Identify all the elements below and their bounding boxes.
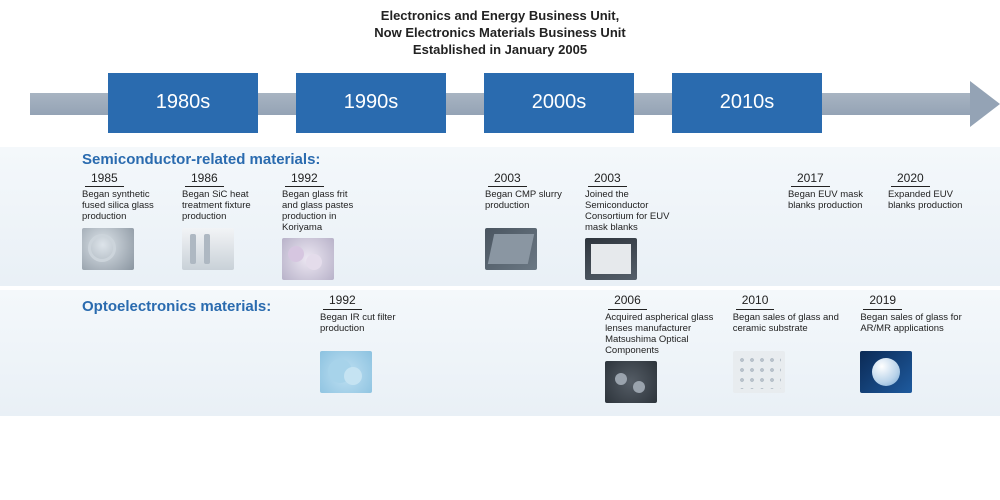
decade-1990s: 1990s: [296, 73, 446, 133]
item-year: 2003: [588, 172, 627, 188]
timeline-item: 1985 Began synthetic fused silica glass p…: [82, 172, 164, 280]
product-thumb-icon: [605, 361, 657, 403]
timeline-item: 2019 Began sales of glass for AR/MR appli…: [860, 294, 970, 402]
item-year: 1985: [85, 172, 124, 188]
timeline-arrow: 1980s 1990s 2000s 2010s: [0, 69, 1000, 139]
header-line1: Electronics and Energy Business Unit,: [0, 8, 1000, 25]
product-thumb-icon: [585, 238, 637, 280]
product-thumb-icon: [733, 351, 785, 393]
optoelectronics-title: Optoelectronics materials:: [82, 298, 271, 315]
optoelectronics-section: Optoelectronics materials: 1992 Began IR …: [0, 290, 1000, 416]
item-year: 2003: [488, 172, 527, 188]
timeline-item: 1986 Began SiC heat treatment fixture pro…: [182, 172, 264, 280]
timeline-item: 2017 Began EUV mask blanks production: [788, 172, 870, 280]
decade-1980s: 1980s: [108, 73, 258, 133]
decade-2000s: 2000s: [484, 73, 634, 133]
item-desc: Began glass frit and glass pastes produc…: [282, 190, 364, 234]
product-thumb-icon: [320, 351, 372, 393]
semiconductor-title: Semiconductor-related materials:: [82, 151, 970, 168]
arrow-head-icon: [970, 81, 1000, 127]
timeline-item: 1992 Began glass frit and glass pastes pr…: [282, 172, 364, 280]
page-header: Electronics and Energy Business Unit, No…: [0, 0, 1000, 65]
timeline-item: 1992 Began IR cut filter production: [320, 294, 404, 402]
header-line3: Established in January 2005: [0, 42, 1000, 59]
product-thumb-icon: [82, 228, 134, 270]
item-desc: Acquired aspherical glass lenses manufac…: [605, 313, 715, 357]
timeline-item: 2020 Expanded EUV blanks production: [888, 172, 970, 280]
item-year: 2020: [891, 172, 930, 188]
item-desc: Began CMP slurry production: [485, 190, 567, 224]
timeline-item: 2003 Joined the Semiconductor Consortium …: [585, 172, 692, 280]
spacer: [382, 172, 467, 280]
item-year: 2017: [791, 172, 830, 188]
item-desc: Began SiC heat treatment fixture product…: [182, 190, 264, 224]
product-thumb-icon: [860, 351, 912, 393]
spacer: [710, 172, 770, 280]
item-year: 1992: [285, 172, 324, 188]
item-desc: Began EUV mask blanks production: [788, 190, 870, 224]
item-year: 2006: [608, 294, 647, 310]
timeline-item: 2003 Began CMP slurry production: [485, 172, 567, 280]
item-desc: Began sales of glass for AR/MR applicati…: [860, 313, 970, 347]
header-line2: Now Electronics Materials Business Unit: [0, 25, 1000, 42]
item-desc: Began synthetic fused silica glass produ…: [82, 190, 164, 224]
timeline-item: 2010 Began sales of glass and ceramic sub…: [733, 294, 843, 402]
semiconductor-section: Semiconductor-related materials: 1985 Beg…: [0, 147, 1000, 286]
item-desc: Joined the Semiconductor Consortium for …: [585, 190, 692, 234]
decade-2010s: 2010s: [672, 73, 822, 133]
item-desc: Began sales of glass and ceramic substra…: [733, 313, 843, 347]
item-year: 1992: [323, 294, 362, 310]
product-thumb-icon: [485, 228, 537, 270]
product-thumb-icon: [182, 228, 234, 270]
timeline-item: 2006 Acquired aspherical glass lenses man…: [605, 294, 715, 402]
item-desc: Expanded EUV blanks production: [888, 190, 970, 224]
item-year: 2019: [863, 294, 902, 310]
semiconductor-items: 1985 Began synthetic fused silica glass p…: [82, 172, 970, 280]
item-year: 1986: [185, 172, 224, 188]
product-thumb-icon: [282, 238, 334, 280]
item-desc: Began IR cut filter production: [320, 313, 404, 347]
item-year: 2010: [736, 294, 775, 310]
spacer: [422, 294, 587, 402]
